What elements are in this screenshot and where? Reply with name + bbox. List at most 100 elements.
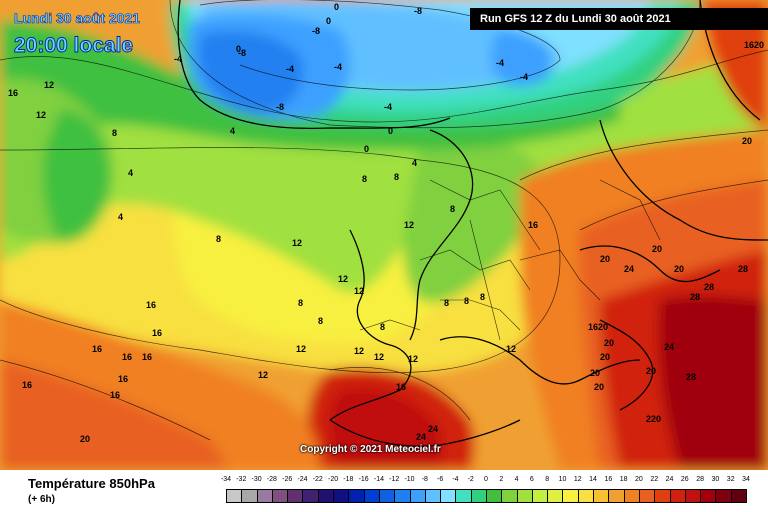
color-scale-legend: -34 -32 -30 -28 -26 -24 -22 -20 -18 -16 -14 -12 -10-… — [221, 476, 752, 510]
legend-color-swatch — [440, 489, 457, 503]
temp-label: 20 — [594, 382, 604, 392]
isotherm-contours — [0, 0, 768, 441]
forecast-time: 20:00 locale — [14, 34, 134, 58]
temp-label: 12 — [292, 238, 302, 248]
legend-color-swatch — [317, 489, 335, 503]
temp-label: 12 — [258, 370, 268, 380]
temp-label: 20 — [604, 338, 614, 348]
legend-tick-label: -4 — [452, 476, 459, 483]
legend-color-swatch — [669, 489, 686, 503]
temp-label: 12 — [338, 274, 348, 284]
temp-label: 1620 — [588, 322, 608, 332]
legend-color-swatch — [684, 489, 702, 503]
temp-label: 8 — [464, 296, 469, 306]
legend-tick-label: 10 — [558, 476, 567, 483]
temp-label: 12 — [374, 352, 384, 362]
temp-label: 8 — [112, 128, 117, 138]
temp-label: 16 — [146, 300, 156, 310]
legend-color-swatch — [226, 489, 243, 503]
temp-label: -8 — [276, 102, 284, 112]
legend-tick-label: 32 — [726, 476, 735, 483]
temp-label: 16 — [142, 352, 152, 362]
legend-color-swatch — [363, 489, 380, 503]
legend-color-swatch — [608, 489, 625, 503]
legend-color-swatch — [547, 489, 564, 503]
legend-color-swatch — [715, 489, 732, 503]
legend-tick-label: 16 — [604, 476, 613, 483]
temp-label: -4 — [334, 62, 342, 72]
temp-label: 16 — [110, 390, 120, 400]
temp-label: 24 — [624, 264, 634, 274]
temp-label: 28 — [690, 292, 700, 302]
temp-label: 16 — [8, 88, 18, 98]
temp-label: -4 — [286, 64, 294, 74]
legend-color-swatch — [593, 489, 610, 503]
legend-color-swatch — [424, 489, 442, 503]
country-borders — [359, 179, 661, 341]
temp-label: -8 — [238, 48, 246, 58]
temp-label: 16 — [92, 344, 102, 354]
temp-label: 16 — [118, 374, 128, 384]
legend-color-swatch — [271, 489, 289, 503]
temp-label: 220 — [646, 414, 661, 424]
legend-tick-label: -20 — [327, 476, 339, 483]
temp-label: 20 — [646, 366, 656, 376]
model-run-banner: Run GFS 12 Z du Lundi 30 août 2021 — [470, 8, 768, 30]
temp-label: 12 — [36, 110, 46, 120]
temperature-labels: -8 -8 -8 -8 -4 -4 -4 -4 -4 -4 0 0 0 0 0 … — [8, 2, 764, 444]
legend-tick-label: -22 — [312, 476, 323, 483]
temp-label: 16 — [396, 382, 406, 392]
temp-label: 28 — [704, 282, 714, 292]
temp-label: 0 — [388, 126, 393, 136]
temp-label: 4 — [230, 126, 235, 136]
legend-tick-label: 28 — [696, 476, 704, 483]
temp-label: 12 — [354, 286, 364, 296]
legend-color-swatch — [348, 489, 365, 503]
legend-color-swatch — [730, 489, 747, 503]
temp-label: 20 — [600, 254, 610, 264]
temp-label: 8 — [480, 292, 485, 302]
legend-color-swatch — [577, 489, 595, 503]
legend-tick-label: 4 — [514, 476, 519, 483]
legend-color-swatch — [654, 489, 671, 503]
legend-tick-label: -32 — [236, 476, 247, 483]
temp-label: 20 — [590, 368, 600, 378]
legend-tick-label: -8 — [421, 476, 428, 483]
legend-color-swatch — [501, 489, 518, 503]
legend-tick-label: -10 — [404, 476, 415, 483]
temp-label: 0 — [364, 144, 369, 154]
temp-label: -4 — [174, 54, 182, 64]
forecast-offset: (+ 6h) — [28, 494, 55, 505]
legend-color-swatch — [638, 489, 656, 503]
temp-label: 16 — [122, 352, 132, 362]
temp-label: 16 — [528, 220, 538, 230]
temp-label: 24 — [416, 432, 426, 442]
temp-label: 20 — [674, 264, 684, 274]
legend-color-swatch — [516, 489, 533, 503]
copyright-notice: Copyright © 2021 Meteociel.fr — [300, 444, 441, 455]
temp-label: 1620 — [744, 40, 764, 50]
legend-tick-label: 18 — [619, 476, 628, 483]
legend-color-swatch — [394, 489, 411, 503]
legend-tick-label: 22 — [650, 476, 659, 483]
legend-tick-label: 34 — [742, 476, 750, 483]
legend-color-swatch — [241, 489, 258, 503]
legend-tick-label: 30 — [711, 476, 720, 483]
legend-tick-label: -24 — [297, 476, 308, 483]
temp-label: 8 — [444, 298, 449, 308]
legend-color-swatch — [409, 489, 426, 503]
temp-label: 8 — [394, 172, 399, 182]
legend-tick-label: -26 — [282, 476, 293, 483]
temp-label: -8 — [414, 6, 422, 16]
temp-label: 20 — [652, 244, 662, 254]
legend-color-swatch — [287, 489, 304, 503]
legend-color-swatch — [531, 489, 549, 503]
temp-label: 12 — [506, 344, 516, 354]
legend-tick-label: 20 — [635, 476, 643, 483]
legend-color-swatch — [256, 489, 273, 503]
legend-color-swatch — [378, 489, 396, 503]
temp-label: 20 — [80, 434, 90, 444]
temp-label: 16 — [152, 328, 162, 338]
temp-label: 16 — [22, 380, 32, 390]
